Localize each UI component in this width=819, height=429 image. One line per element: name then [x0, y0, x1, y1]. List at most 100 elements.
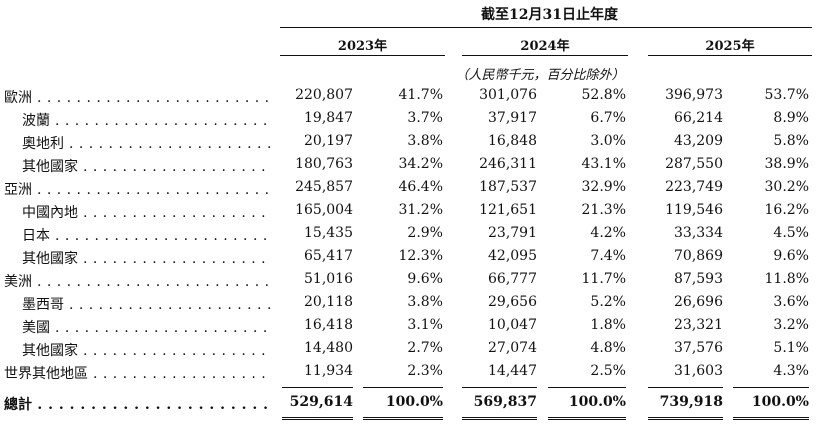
year-2025: 2025年: [705, 39, 755, 54]
table-row: 美國 16,418 3.1% 10,047 1.8% 23,321 3.2%: [0, 317, 819, 339]
pct-2023: 2.9%: [407, 225, 443, 241]
value-2025: 119,546: [665, 202, 723, 218]
pct-2024: 21.3%: [581, 202, 626, 218]
pct-2024: 2.5%: [590, 363, 626, 379]
total-row: 總計 529,614 100.0% 569,837 100.0% 739,918…: [0, 394, 819, 416]
value-2023: 180,763: [295, 156, 353, 172]
pct-2025: 4.3%: [773, 363, 809, 379]
unit-note: （人民幣千元，百分比除外）: [455, 68, 625, 83]
value-2025: 396,973: [665, 87, 723, 103]
value-2025: 66,214: [674, 110, 723, 126]
value-2025: 37,576: [674, 340, 723, 356]
table-row: 美洲 51,016 9.6% 66,777 11.7% 87,593 11.8%: [0, 271, 819, 293]
pct-2024: 43.1%: [581, 156, 626, 172]
year-rule-2023: [280, 55, 445, 56]
pct-2025: 30.2%: [764, 179, 809, 195]
row-label: 奧地利: [22, 133, 272, 153]
value-2023: 15,435: [304, 225, 353, 241]
row-label: 日本: [22, 225, 272, 245]
total-top-rule: [733, 387, 809, 388]
value-2024: 42,095: [488, 248, 537, 264]
table-row: 日本 15,435 2.9% 23,791 4.2% 33,334 4.5%: [0, 225, 819, 247]
row-label: 歐洲: [4, 87, 272, 107]
pct-2024: 6.7%: [590, 110, 626, 126]
table-row: 墨西哥 20,118 3.8% 29,656 5.2% 26,696 3.6%: [0, 294, 819, 316]
value-2023: 245,857: [295, 179, 353, 195]
table-row: 中國內地 165,004 31.2% 121,651 21.3% 119,546…: [0, 202, 819, 224]
value-2023: 11,934: [304, 363, 353, 379]
row-label: 墨西哥: [22, 294, 272, 314]
value-2023: 20,118: [304, 294, 353, 310]
pct-2025: 11.8%: [764, 271, 809, 287]
total-label: 總計: [4, 394, 272, 414]
row-label: 世界其他地區: [4, 363, 272, 383]
row-label: 波蘭: [22, 110, 272, 130]
pct-2024: 32.9%: [581, 179, 626, 195]
pct-2025: 4.5%: [773, 225, 809, 241]
pct-2025: 16.2%: [764, 202, 809, 218]
value-2025: 87,593: [674, 271, 723, 287]
total-bottom-rule: [363, 417, 443, 420]
pct-2025: 9.6%: [773, 248, 809, 264]
total-pct-2024: 100.0%: [568, 394, 626, 410]
value-2024: 10,047: [488, 317, 537, 333]
total-top-rule: [282, 387, 353, 388]
pct-2023: 3.8%: [407, 294, 443, 310]
value-2025: 70,869: [674, 248, 723, 264]
pct-2023: 3.1%: [407, 317, 443, 333]
value-2025: 26,696: [674, 294, 723, 310]
pct-2023: 2.7%: [407, 340, 443, 356]
total-top-rule: [462, 387, 537, 388]
value-2024: 23,791: [488, 225, 537, 241]
total-value-2025: 739,918: [659, 394, 723, 410]
value-2024: 27,074: [488, 340, 537, 356]
pct-2025: 5.8%: [773, 133, 809, 149]
row-label: 其他國家: [22, 340, 272, 360]
pct-2023: 34.2%: [398, 156, 443, 172]
table-row: 其他國家 180,763 34.2% 246,311 43.1% 287,550…: [0, 156, 819, 178]
value-2023: 51,016: [304, 271, 353, 287]
pct-2024: 5.2%: [590, 294, 626, 310]
pct-2023: 46.4%: [398, 179, 443, 195]
value-2024: 301,076: [479, 87, 537, 103]
table-row: 其他國家 65,417 12.3% 42,095 7.4% 70,869 9.6…: [0, 248, 819, 270]
pct-2023: 3.8%: [407, 133, 443, 149]
value-2023: 165,004: [295, 202, 353, 218]
pct-2024: 52.8%: [581, 87, 626, 103]
value-2024: 66,777: [488, 271, 537, 287]
total-top-rule: [548, 387, 626, 388]
pct-2025: 8.9%: [773, 110, 809, 126]
value-2023: 19,847: [304, 110, 353, 126]
pct-2025: 3.6%: [773, 294, 809, 310]
table-row: 波蘭 19,847 3.7% 37,917 6.7% 66,214 8.9%: [0, 110, 819, 132]
total-bottom-rule: [548, 417, 626, 420]
year-rule-2025: [648, 55, 812, 56]
pct-2023: 9.6%: [407, 271, 443, 287]
pct-2025: 53.7%: [764, 87, 809, 103]
total-pct-2025: 100.0%: [751, 394, 809, 410]
pct-2023: 41.7%: [398, 87, 443, 103]
total-bottom-rule: [282, 417, 353, 420]
row-label: 其他國家: [22, 248, 272, 268]
total-value-2024: 569,837: [473, 394, 537, 410]
pct-2024: 3.0%: [590, 133, 626, 149]
value-2024: 14,447: [488, 363, 537, 379]
value-2024: 37,917: [488, 110, 537, 126]
table-row: 亞洲 245,857 46.4% 187,537 32.9% 223,749 3…: [0, 179, 819, 201]
pct-2023: 31.2%: [398, 202, 443, 218]
value-2025: 31,603: [674, 363, 723, 379]
row-label: 亞洲: [4, 179, 272, 199]
pct-2024: 4.8%: [590, 340, 626, 356]
pct-2025: 3.2%: [773, 317, 809, 333]
table-row: 世界其他地區 11,934 2.3% 14,447 2.5% 31,603 4.…: [0, 363, 819, 385]
year-rule-2024: [462, 55, 628, 56]
pct-2024: 11.7%: [581, 271, 626, 287]
value-2023: 14,480: [304, 340, 353, 356]
pct-2023: 12.3%: [398, 248, 443, 264]
pct-2024: 7.4%: [590, 248, 626, 264]
total-bottom-rule: [733, 417, 809, 420]
value-2023: 16,418: [304, 317, 353, 333]
value-2025: 23,321: [674, 317, 723, 333]
total-pct-2023: 100.0%: [385, 394, 443, 410]
table-row: 其他國家 14,480 2.7% 27,074 4.8% 37,576 5.1%: [0, 340, 819, 362]
